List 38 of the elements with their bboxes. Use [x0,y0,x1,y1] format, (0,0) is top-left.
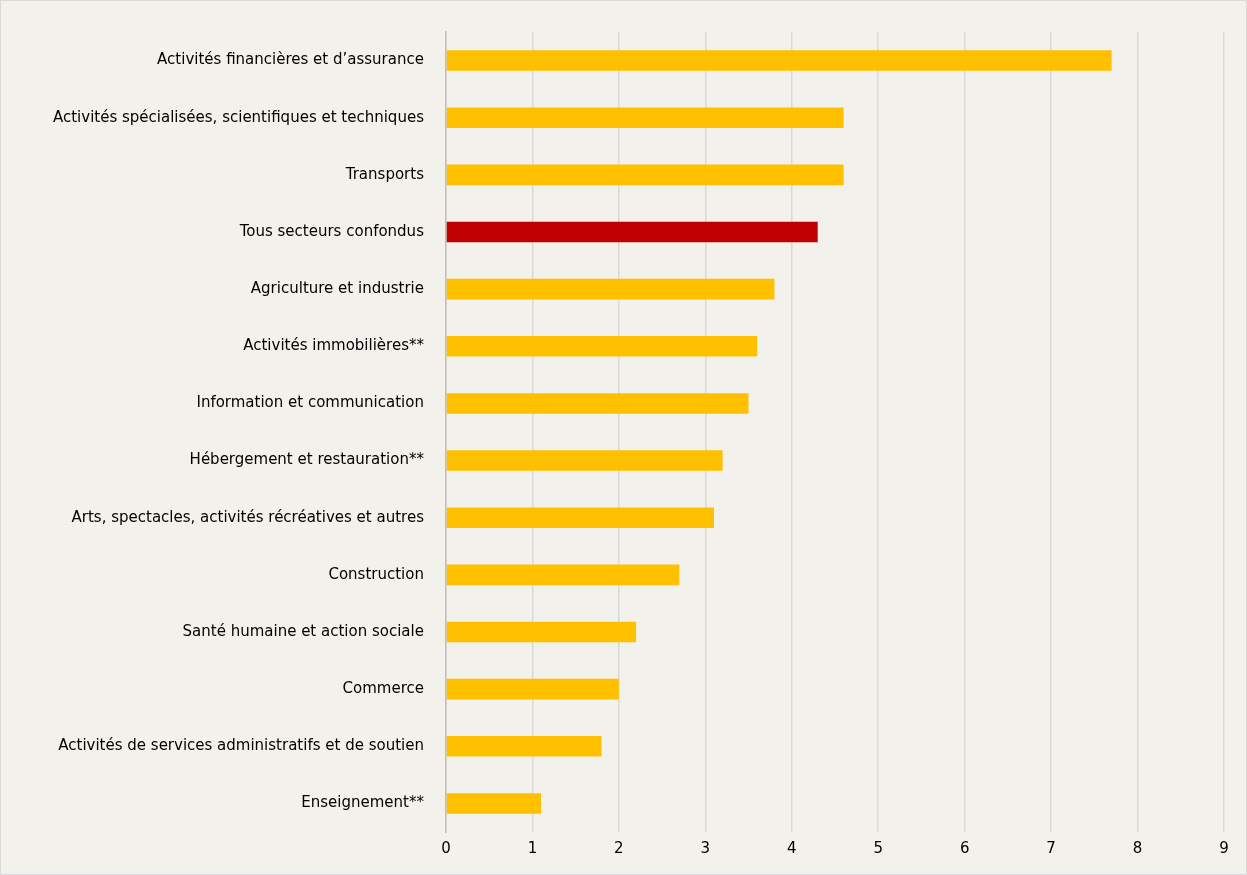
y-tick-label: Tous secteurs confondus [238,221,425,240]
y-tick-label: Information et communication [196,393,424,412]
x-tick-label: 0 [441,838,451,857]
y-tick-label: Arts, spectacles, activités récréatives et autres [71,507,425,526]
bar [446,50,1112,71]
x-tick-label: 8 [1132,838,1143,857]
y-tick-label: Activités spécialisées, scientifiques et techniques [53,107,425,126]
x-tick-label: 1 [527,838,538,857]
y-tick-label: Activités de services administratifs et de soutien [58,736,424,755]
y-tick-label: Activités financières et d’assurance [157,50,424,69]
bar [446,507,714,528]
y-tick-label: Enseignement** [301,793,425,812]
x-tick-label: 2 [614,838,624,857]
x-tick-label: 6 [959,838,970,857]
x-tick-label: 9 [1219,838,1229,857]
bar [446,564,680,586]
bar [446,336,758,357]
y-tick-label: Transports [344,164,425,183]
y-tick-label: Construction [328,564,424,583]
x-tick-label: 5 [873,838,883,857]
x-tick-label: 3 [700,838,711,857]
bar [446,278,775,300]
y-tick-label: Agriculture et industrie [250,279,424,298]
bar [446,450,723,471]
bar [446,678,619,700]
bar [446,621,637,643]
y-tick-label: Activités immobilières** [243,336,425,355]
bar [446,793,542,814]
x-tick-label: 4 [786,838,797,857]
bar [446,393,749,414]
bar [446,107,844,128]
y-tick-label: Commerce [342,679,424,698]
bar [446,164,844,186]
bar [446,736,602,757]
y-tick-label: Santé humaine et action sociale [182,621,424,640]
y-tick-label: Hébergement et restauration** [189,450,425,469]
bar [446,221,818,243]
x-tick-label: 7 [1046,838,1056,857]
